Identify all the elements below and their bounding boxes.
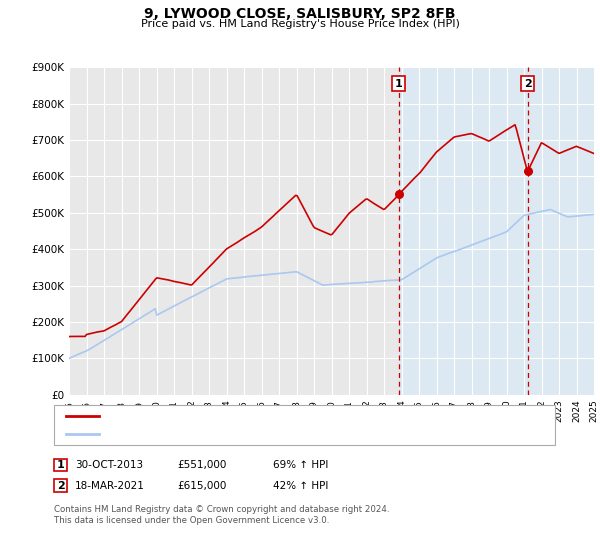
Text: Price paid vs. HM Land Registry's House Price Index (HPI): Price paid vs. HM Land Registry's House …	[140, 19, 460, 29]
Text: 9, LYWOOD CLOSE, SALISBURY, SP2 8FB: 9, LYWOOD CLOSE, SALISBURY, SP2 8FB	[144, 7, 456, 21]
Text: 9, LYWOOD CLOSE, SALISBURY, SP2 8FB (detached house): 9, LYWOOD CLOSE, SALISBURY, SP2 8FB (det…	[103, 411, 388, 421]
Text: Contains HM Land Registry data © Crown copyright and database right 2024.
This d: Contains HM Land Registry data © Crown c…	[54, 505, 389, 525]
Text: HPI: Average price, detached house, Wiltshire: HPI: Average price, detached house, Wilt…	[103, 429, 326, 439]
Text: 18-MAR-2021: 18-MAR-2021	[75, 480, 145, 491]
Text: 1: 1	[395, 78, 403, 88]
Text: 30-OCT-2013: 30-OCT-2013	[75, 460, 143, 470]
Text: 2: 2	[57, 480, 64, 491]
Text: 42% ↑ HPI: 42% ↑ HPI	[273, 480, 328, 491]
Text: £551,000: £551,000	[177, 460, 226, 470]
Text: 69% ↑ HPI: 69% ↑ HPI	[273, 460, 328, 470]
Bar	[398, 67, 594, 395]
Text: 1: 1	[57, 460, 64, 470]
Text: 2: 2	[524, 78, 532, 88]
Text: £615,000: £615,000	[177, 480, 226, 491]
